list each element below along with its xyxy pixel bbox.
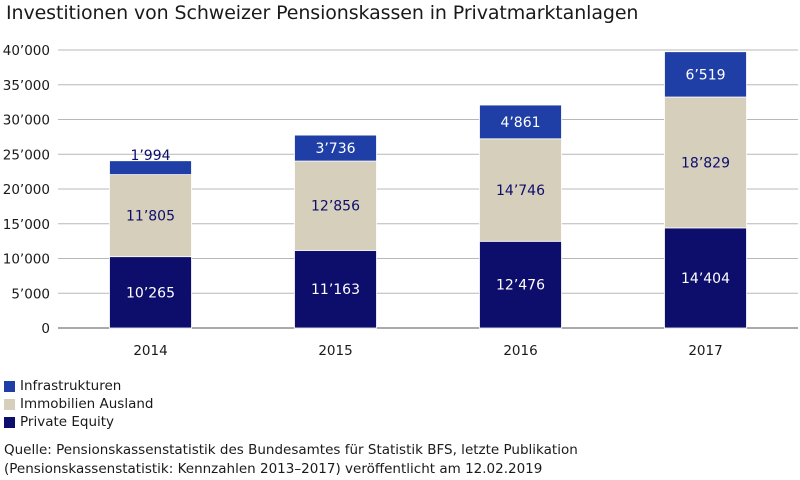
bar-segment xyxy=(479,138,562,242)
legend-swatch-private-equity xyxy=(4,416,15,428)
bar-segment xyxy=(294,134,377,162)
data-label: 6’519 xyxy=(685,67,725,83)
legend: Infrastrukturen Immobilien Ausland Priva… xyxy=(4,377,154,431)
bar-segment xyxy=(479,104,562,140)
data-label: 12’856 xyxy=(311,199,360,215)
bar-segment xyxy=(109,160,192,176)
source-line-2: (Pensionskassenstatistik: Kennzahlen 201… xyxy=(4,461,543,477)
bar-segment xyxy=(664,51,747,98)
data-label: 3’736 xyxy=(315,141,355,157)
data-label: 1’994 xyxy=(130,148,170,164)
data-label: 12’476 xyxy=(496,278,545,294)
x-tick-label: 2017 xyxy=(688,343,722,359)
bar-segment xyxy=(109,256,192,329)
data-label: 11’163 xyxy=(311,282,360,298)
source-line-1: Quelle: Pensionskassenstatistik des Bund… xyxy=(4,442,578,458)
x-tick-label: 2014 xyxy=(133,343,167,359)
x-tick-label: 2016 xyxy=(503,343,537,359)
bar-segment xyxy=(664,227,747,329)
y-tick-label: 30’000 xyxy=(3,113,50,129)
data-label: 14’746 xyxy=(496,183,545,199)
legend-label-infrastrukturen: Infrastrukturen xyxy=(20,378,122,394)
data-label: 11’805 xyxy=(126,209,175,225)
legend-label-immobilien-ausland: Immobilien Ausland xyxy=(20,396,154,412)
legend-item-immobilien-ausland: Immobilien Ausland xyxy=(4,395,154,413)
legend-label-private-equity: Private Equity xyxy=(20,414,115,430)
y-tick-label: 15’000 xyxy=(3,217,50,233)
y-tick-label: 25’000 xyxy=(3,147,50,163)
legend-item-infrastrukturen: Infrastrukturen xyxy=(4,377,154,395)
bar-segment xyxy=(479,240,562,329)
bar-segment xyxy=(109,174,192,258)
legend-swatch-immobilien-ausland xyxy=(4,398,15,410)
bar-segment xyxy=(664,96,747,229)
data-label: 4’861 xyxy=(500,115,540,131)
x-tick-label: 2015 xyxy=(318,343,352,359)
data-label: 14’404 xyxy=(681,271,730,287)
y-tick-label: 0 xyxy=(41,321,50,337)
y-tick-label: 5’000 xyxy=(11,286,50,302)
data-label: 10’265 xyxy=(126,285,175,301)
y-tick-label: 35’000 xyxy=(3,78,50,94)
data-label: 18’829 xyxy=(681,155,730,171)
y-tick-label: 20’000 xyxy=(3,182,50,198)
legend-swatch-infrastrukturen xyxy=(4,380,15,392)
stacked-bar-chart: 0 5’000 10’000 15’000 20’000 25’000 30’000 35’0… xyxy=(3,43,798,359)
y-tick-label: 40’000 xyxy=(3,43,50,59)
source-note: Quelle: Pensionskassenstatistik des Bund… xyxy=(4,441,578,479)
chart-title: Investitionen von Schweizer Pensionskass… xyxy=(6,2,639,24)
legend-item-private-equity: Private Equity xyxy=(4,413,154,431)
y-tick-label: 10’000 xyxy=(3,252,50,268)
